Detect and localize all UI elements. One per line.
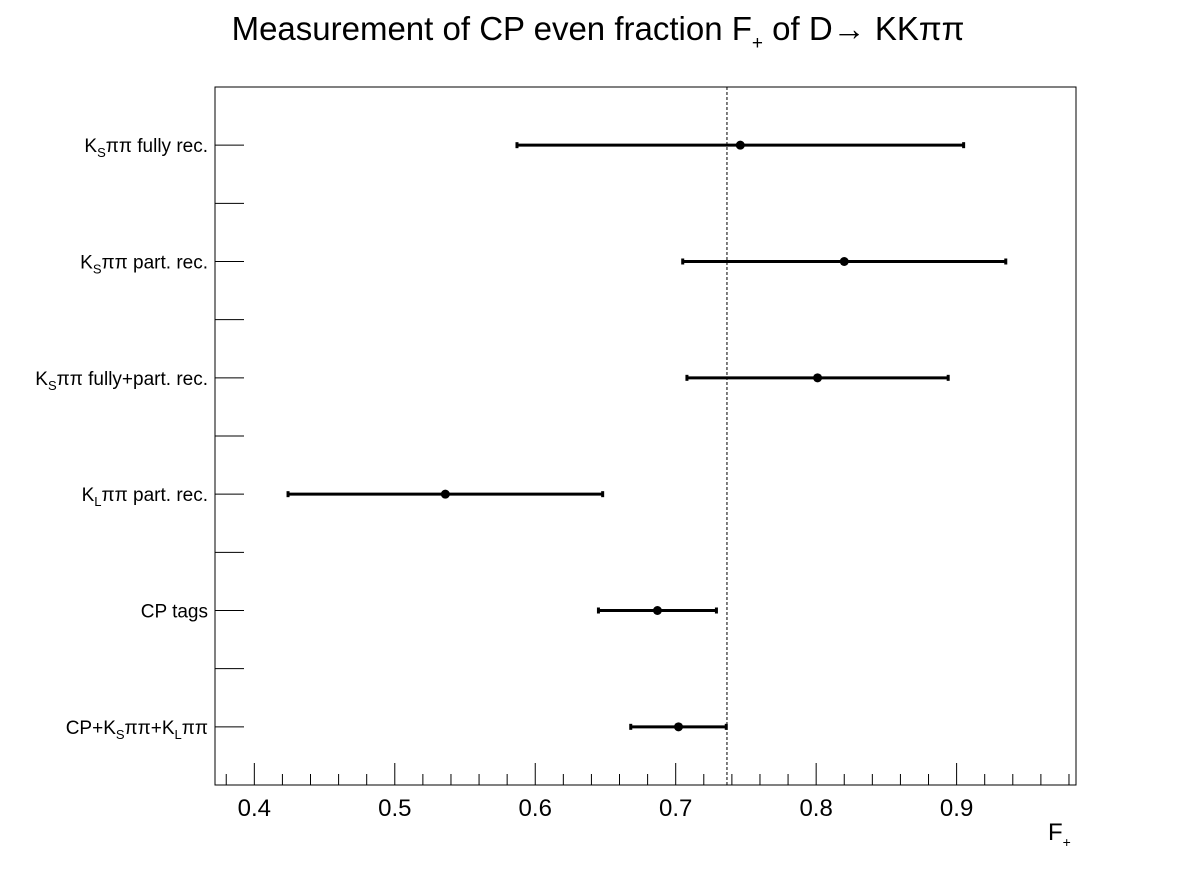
y-tick-label-text: CP tags [141,602,208,623]
data-point-group [629,722,728,732]
y-tick-label: KSππ part. rec. [80,253,208,277]
data-point-group [685,373,950,383]
y-tick-label-text: K [84,136,97,157]
chart-title-subscript: + [752,33,763,54]
y-tick-label-text: ππ fully rec. [106,136,208,157]
y-tick-label-text: ππ part. rec. [102,253,208,274]
y-tick-label-text: ππ [182,718,208,739]
data-point-marker [652,606,662,615]
y-tick-label: KLππ part. rec. [82,485,208,509]
data-point-group [596,606,718,615]
y-tick-label-text: CP+K [66,718,116,739]
chart-title: Measurement of CP even fraction F+ of D→… [232,10,965,54]
data-point-group [286,489,605,499]
data-point-marker [440,489,450,499]
data-point-marker [674,722,684,732]
x-axis-label-main: F [1048,819,1063,846]
x-tick-label: 0.9 [940,795,973,822]
y-tick-label-subscript: L [94,494,101,509]
data-point-group [515,140,966,150]
y-tick-label-subscript: S [48,378,57,393]
x-axis: 0.4 0.5 0.6 0.7 0.8 0.9 [225,763,1070,822]
y-tick-label-text: ππ part. rec. [102,485,208,506]
data-point-group [681,257,1008,266]
y-tick-label-text: ππ+K [125,718,175,739]
y-tick-label-subscript: S [116,727,125,742]
y-tick-label-subscript: L [175,727,182,742]
x-tick-label: 0.6 [519,795,552,822]
y-tick-label: KSππ fully rec. [84,136,208,160]
y-tick-label: KSππ fully+part. rec. [35,369,208,393]
y-tick-label-text: K [80,253,93,274]
x-axis-label-subscript: + [1063,834,1071,850]
chart-title-main: Measurement of CP even fraction F [232,10,752,47]
y-tick-label-text: K [35,369,48,390]
y-tick-label-text: ππ fully+part. rec. [57,369,208,390]
x-tick-label: 0.5 [378,795,411,822]
y-tick-label: CP tags [141,602,208,623]
data-point-marker [735,140,745,150]
x-axis-label: F+ [1048,819,1071,850]
data-points [286,87,1008,785]
x-tick-label: 0.8 [799,795,832,822]
y-tick-label-text: K [82,485,95,506]
y-tick-label-subscript: S [93,262,102,277]
plot-frame [214,86,1077,786]
data-point-marker [839,257,849,266]
x-tick-label: 0.7 [659,795,692,822]
data-point-marker [813,373,823,383]
y-tick-label-subscript: S [97,145,106,160]
y-axis: KSππ fully rec.KSππ part. rec.KSππ fully… [35,136,244,742]
x-tick-label: 0.4 [238,795,271,822]
y-tick-label: CP+KSππ+KLππ [66,718,208,742]
chart-title-suffix: of D→ KKππ [763,10,964,47]
